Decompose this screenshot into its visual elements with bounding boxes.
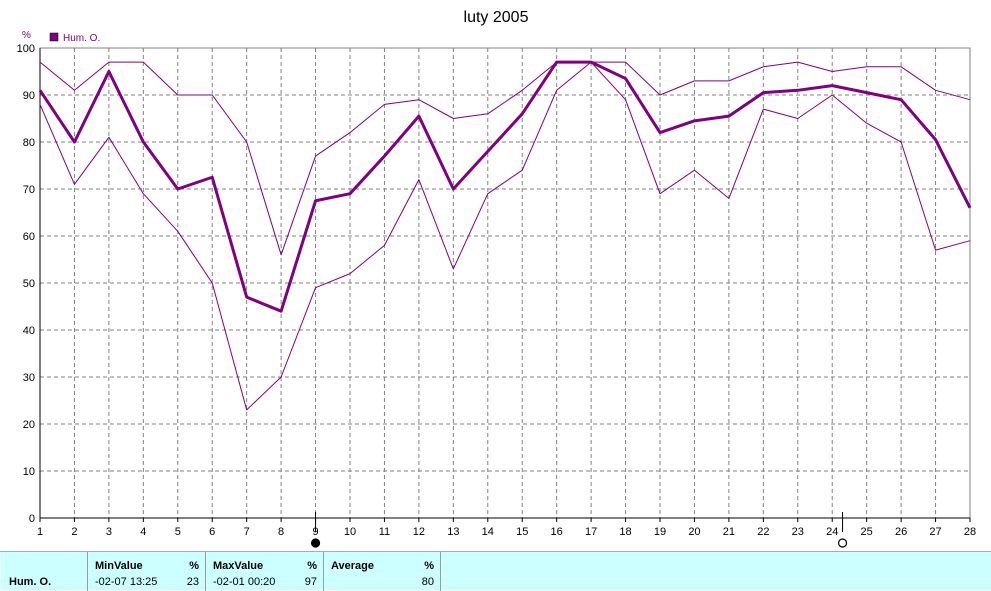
x-tick-label: 17 (585, 526, 597, 538)
y-tick-label: 90 (23, 90, 35, 102)
chart-grid (40, 47, 970, 518)
x-tick-label: 16 (551, 526, 563, 538)
x-tick-label: 3 (106, 526, 112, 538)
stats-avg-cell: Average % 80 (324, 552, 441, 591)
stats-min-value: 23 (186, 576, 199, 588)
stats-empty-cell (441, 552, 989, 591)
stats-max-cell: MaxValue % -02-01 00:20 97 (206, 552, 324, 591)
y-tick-label: 40 (23, 325, 35, 337)
chart-series (38, 60, 972, 411)
x-tick-label: 24 (826, 526, 838, 538)
stats-avg-value: 80 (421, 576, 434, 588)
y-tick-label: 100 (17, 43, 35, 55)
legend-swatch (49, 32, 59, 42)
x-tick-label: 14 (482, 526, 494, 538)
x-tick-label: 20 (688, 526, 700, 538)
stats-panel: Hum. O. MinValue % -02-07 13:25 23 MaxVa… (0, 551, 991, 591)
stats-min-datetime: -02-07 13:25 (95, 576, 158, 588)
x-tick-label: 13 (447, 526, 459, 538)
stats-max-value: 97 (304, 576, 317, 588)
y-tick-label: 0 (29, 513, 35, 525)
x-tick-label: 5 (175, 526, 181, 538)
series-line-average (38, 60, 972, 313)
x-tick-label: 21 (723, 526, 735, 538)
x-tick-label: 4 (140, 526, 146, 538)
chart-legend: Hum. O. (49, 32, 100, 44)
y-tick-label: 10 (23, 466, 35, 478)
x-tick-label: 10 (344, 526, 356, 538)
x-tick-label: 28 (964, 526, 976, 538)
y-tick-label: 70 (23, 184, 35, 196)
stats-avg-header: Average (331, 560, 375, 572)
stats-min-unit: % (189, 560, 199, 572)
stats-max-unit: % (307, 560, 317, 572)
legend-label: Hum. O. (63, 33, 100, 44)
stats-max-datetime: -02-01 00:20 (213, 576, 276, 588)
x-tick-label: 22 (757, 526, 769, 538)
stats-avg-unit: % (424, 560, 434, 572)
stats-max-header: MaxValue (213, 560, 264, 572)
x-tick-label: 12 (413, 526, 425, 538)
x-tick-label: 2 (71, 526, 77, 538)
x-tick-label: 23 (792, 526, 804, 538)
y-tick-label: 50 (23, 278, 35, 290)
series-line-min (39, 61, 971, 411)
x-tick-label: 27 (929, 526, 941, 538)
chart-markers (310, 512, 848, 548)
x-tick-label: 1 (37, 526, 43, 538)
x-tick-label: 8 (278, 526, 284, 538)
chart-ticks: 0102030405060708090100123456789101112131… (17, 43, 976, 538)
y-tick-label: 60 (23, 231, 35, 243)
stats-series-name: Hum. O. (9, 576, 52, 588)
x-tick-label: 18 (619, 526, 631, 538)
stats-min-cell: MinValue % -02-07 13:25 23 (88, 552, 206, 591)
y-tick-label: 30 (23, 372, 35, 384)
chart-axes (39, 47, 971, 519)
stats-series-cell: Hum. O. (0, 552, 88, 591)
y-axis-unit: % (22, 30, 31, 41)
x-tick-label: 19 (654, 526, 666, 538)
open-marker-icon (837, 538, 848, 548)
y-tick-label: 80 (23, 137, 35, 149)
x-tick-label: 11 (379, 526, 390, 538)
series-line-max (39, 61, 971, 256)
x-tick-label: 6 (209, 526, 215, 538)
chart-title: luty 2005 (464, 9, 529, 26)
filled-marker-icon (310, 538, 321, 548)
stats-min-header: MinValue (95, 560, 143, 572)
x-tick-label: 25 (861, 526, 873, 538)
x-tick-label: 15 (516, 526, 528, 538)
x-tick-label: 26 (895, 526, 907, 538)
y-tick-label: 20 (23, 419, 35, 431)
x-tick-label: 7 (244, 526, 250, 538)
